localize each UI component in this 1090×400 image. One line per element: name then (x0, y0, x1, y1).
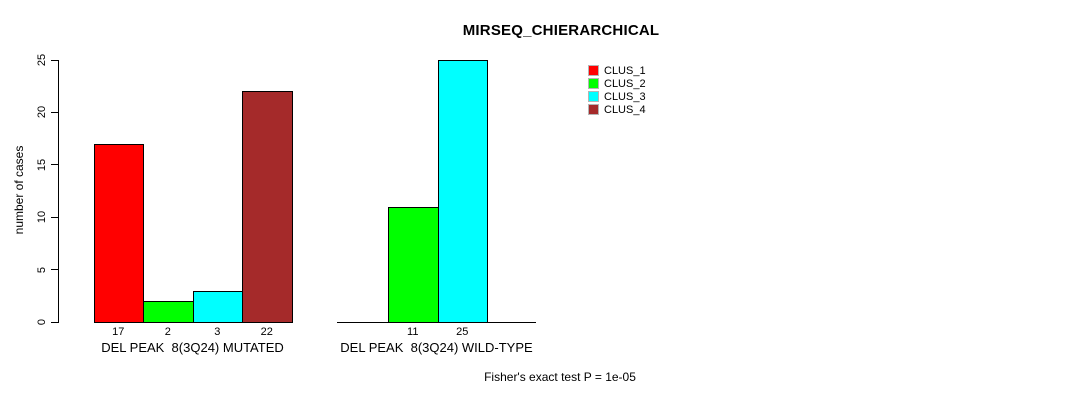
legend-label: CLUS_2 (604, 77, 646, 90)
y-tick-label: 0 (36, 318, 48, 326)
legend: CLUS_1 CLUS_2 CLUS_3 CLUS_4 (588, 64, 646, 116)
legend-swatch-icon (588, 78, 599, 89)
group-label: DEL PEAK 8(3Q24) WILD-TYPE (340, 340, 533, 355)
legend-item-clus_4: CLUS_4 (588, 103, 646, 116)
legend-item-clus_2: CLUS_2 (588, 77, 646, 90)
legend-label: CLUS_4 (604, 103, 646, 116)
bar-value-label: 25 (456, 326, 469, 338)
y-tick-mark (51, 321, 59, 323)
y-tick-mark (51, 59, 59, 61)
chart-title: MIRSEQ_CHIERARCHICAL (462, 22, 660, 39)
bar-value-label: 3 (214, 326, 221, 338)
legend-item-clus_3: CLUS_3 (588, 90, 646, 103)
legend-swatch-icon (588, 65, 599, 76)
group-label: DEL PEAK 8(3Q24) MUTATED (101, 340, 284, 355)
legend-swatch-icon (588, 91, 599, 102)
legend-swatch-icon (588, 104, 599, 115)
y-tick-mark (51, 111, 59, 113)
bar-clus_4 (242, 91, 293, 323)
annotation-text: Fisher's exact test P = 1e-05 (484, 370, 636, 384)
bar-value-label: 11 (407, 326, 419, 338)
legend-item-clus_1: CLUS_1 (588, 64, 646, 77)
bar-value-label: 2 (164, 326, 171, 338)
y-tick-label: 15 (36, 158, 48, 171)
bar-value-label: 22 (260, 326, 273, 338)
y-tick-label: 25 (36, 53, 48, 67)
y-axis-label: number of cases (12, 145, 26, 235)
bar-clus_3 (192, 290, 243, 323)
y-axis-line (58, 60, 59, 323)
y-tick-mark (51, 269, 59, 271)
y-tick-mark (51, 216, 59, 218)
bar-value-label: 17 (112, 326, 125, 338)
bar-clus_3 (437, 60, 488, 323)
bar-clus_2 (143, 301, 194, 323)
bar-clus_1 (93, 143, 144, 323)
legend-label: CLUS_1 (604, 64, 646, 77)
y-tick-mark (51, 164, 59, 166)
bar-clus_2 (388, 206, 439, 323)
y-tick-label: 20 (36, 106, 48, 119)
legend-label: CLUS_3 (604, 90, 646, 103)
y-tick-label: 10 (36, 211, 48, 224)
y-tick-label: 5 (36, 266, 48, 273)
